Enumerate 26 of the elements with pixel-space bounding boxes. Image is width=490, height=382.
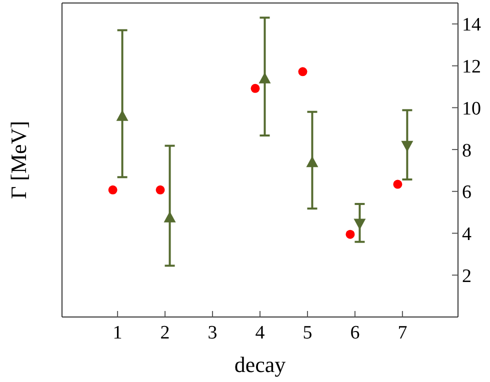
point [306, 156, 318, 168]
y-tick-label: 4 [462, 224, 472, 246]
y-tick-label: 12 [462, 56, 481, 78]
x-tick-label: 1 [112, 322, 122, 344]
y-tick-label: 8 [462, 140, 472, 162]
y-tick-label: 14 [462, 14, 482, 36]
x-tick-label: 6 [350, 322, 360, 344]
y-tick-label: 6 [462, 182, 472, 204]
x-tick-label: 5 [302, 322, 312, 344]
point [116, 110, 128, 121]
y-tick-label: 10 [462, 98, 481, 120]
point [108, 185, 118, 194]
point [258, 72, 271, 84]
point [393, 180, 402, 189]
point [346, 230, 355, 239]
y-tick-label: 2 [462, 266, 472, 287]
x-tick-label: 3 [208, 322, 218, 344]
point [298, 67, 308, 76]
y-axis-title: Γ [MeV] [6, 120, 31, 200]
point [250, 84, 260, 93]
x-tick-label: 2 [160, 322, 170, 344]
point [156, 185, 165, 194]
x-tick-label: 7 [398, 322, 408, 344]
x-tick-label: 4 [255, 322, 266, 344]
point [164, 211, 176, 222]
x-axis-title: decay [234, 352, 286, 377]
